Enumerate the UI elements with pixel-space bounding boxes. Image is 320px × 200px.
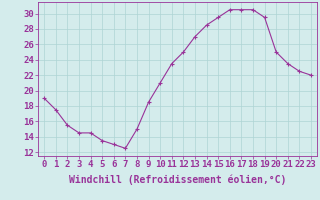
X-axis label: Windchill (Refroidissement éolien,°C): Windchill (Refroidissement éolien,°C): [69, 175, 286, 185]
